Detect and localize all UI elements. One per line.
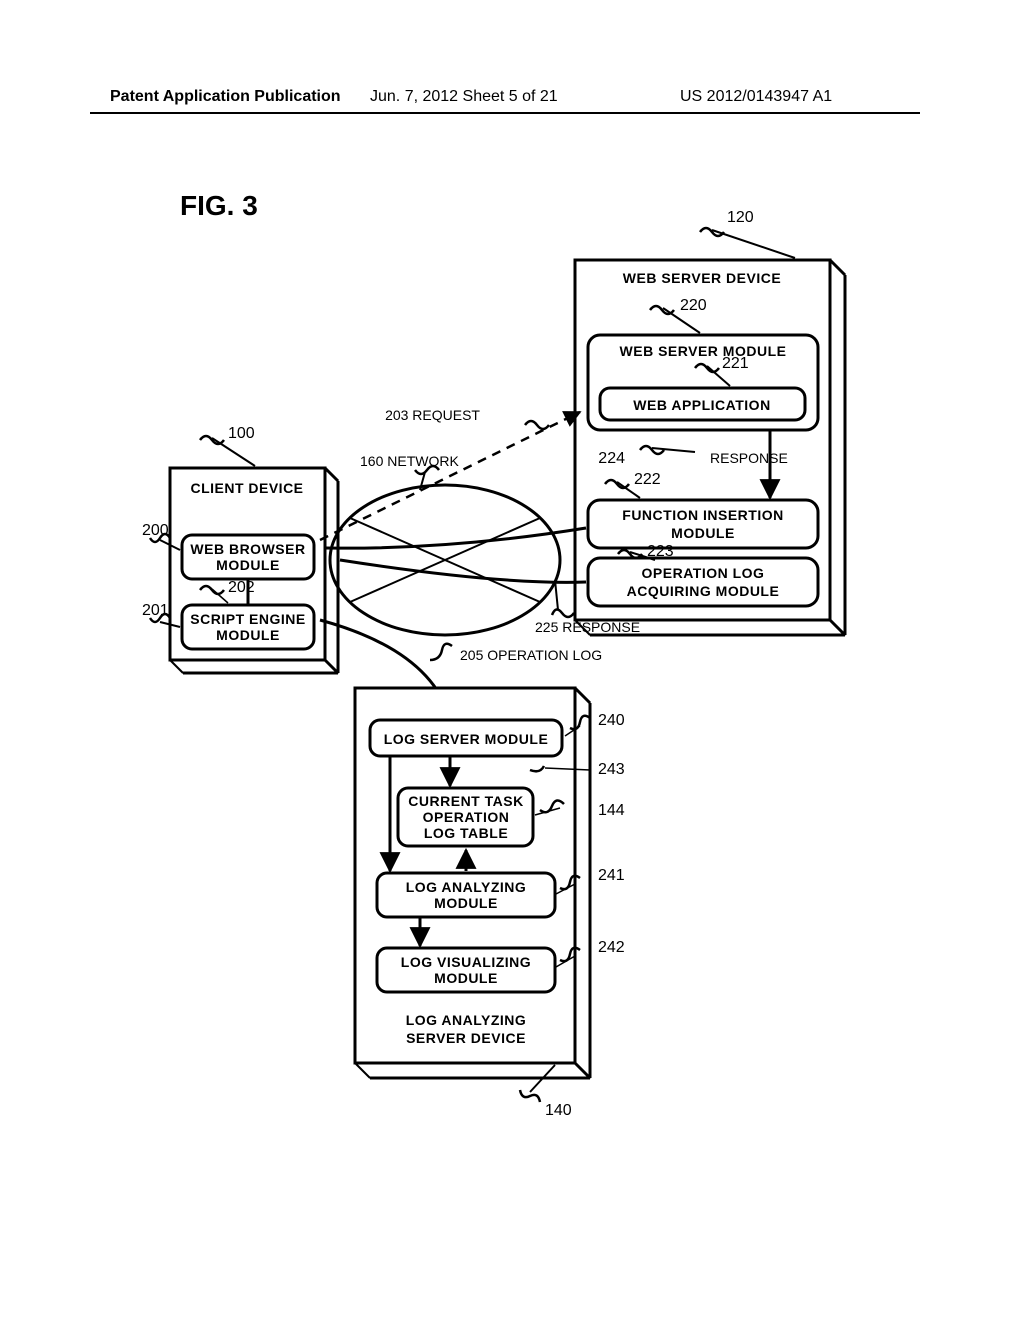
header-left: Patent Application Publication [110,88,341,106]
web-browser-module-label-1: WEB BROWSER [190,541,305,557]
log-analyzing-2: MODULE [434,895,498,911]
current-task-3: LOG TABLE [424,825,508,841]
ref-144: 144 [598,802,625,819]
ref-243: 243 [598,761,625,778]
current-task-2: OPERATION [423,809,510,825]
log-server-device-label-1: LOG ANALYZING [406,1012,527,1028]
web-application-label: WEB APPLICATION [633,397,770,413]
client-device: CLIENT DEVICE WEB BROWSER MODULE SCRIPT … [170,468,338,673]
label-request: 203 REQUEST [385,407,480,423]
ref-200: 200 [142,522,169,539]
label-225-response: 225 RESPONSE [535,619,640,635]
log-analyzing-server-device: LOG SERVER MODULE CURRENT TASK OPERATION… [355,688,590,1078]
op-log-acq-label-2: ACQUIRING MODULE [627,583,780,599]
page: Patent Application Publication Jun. 7, 2… [0,0,1024,1320]
ref-221: 221 [722,355,749,372]
client-device-label: CLIENT DEVICE [190,480,303,496]
web-server-device-label: WEB SERVER DEVICE [623,270,781,286]
label-network: 160 NETWORK [360,453,459,469]
diagram-svg: WEB SERVER DEVICE WEB SERVER MODULE WEB … [0,140,1024,1240]
ref-240: 240 [598,712,625,729]
ref-223: 223 [647,543,674,560]
ref-241: 241 [598,867,625,884]
ref-202: 202 [228,579,255,596]
log-visualizing-1: LOG VISUALIZING [401,954,531,970]
header-rule [90,112,920,114]
label-response-224: RESPONSE [710,450,788,466]
op-log-acq-label-1: OPERATION LOG [642,565,765,581]
ref-224: 224 [598,450,625,467]
ref-140: 140 [545,1102,572,1119]
header-mid: Jun. 7, 2012 Sheet 5 of 21 [370,88,558,106]
current-task-1: CURRENT TASK [408,793,523,809]
log-visualizing-2: MODULE [434,970,498,986]
log-analyzing-1: LOG ANALYZING [406,879,527,895]
script-engine-module-label-2: MODULE [216,627,280,643]
function-insertion-label-1: FUNCTION INSERTION [622,507,783,523]
web-server-device: WEB SERVER DEVICE WEB SERVER MODULE WEB … [575,260,845,635]
web-server-module-label: WEB SERVER MODULE [620,343,787,359]
label-205-oplog: 205 OPERATION LOG [460,647,602,663]
ref-220: 220 [680,297,707,314]
ref-100: 100 [228,425,255,442]
log-server-module-label: LOG SERVER MODULE [384,731,549,747]
script-engine-module-label-1: SCRIPT ENGINE [190,611,305,627]
header-right: US 2012/0143947 A1 [680,88,832,106]
log-server-device-label-2: SERVER DEVICE [406,1030,526,1046]
ref-222: 222 [634,471,661,488]
ref-242: 242 [598,939,625,956]
web-browser-module-label-2: MODULE [216,557,280,573]
function-insertion-label-2: MODULE [671,525,735,541]
ref-201: 201 [142,602,169,619]
ref-120: 120 [727,209,754,226]
conn-response [326,528,586,548]
